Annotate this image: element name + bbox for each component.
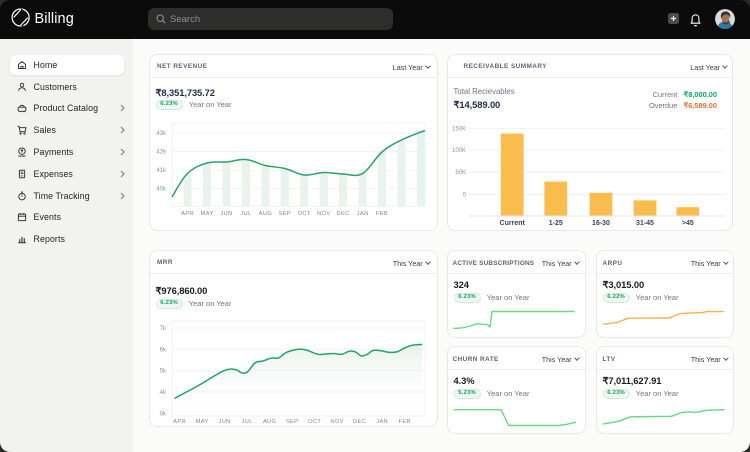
svg-text:0: 0 <box>463 192 467 198</box>
svg-text:SEP: SEP <box>286 419 299 425</box>
svg-text:42k: 42k <box>156 150 167 156</box>
svg-text:31-45: 31-45 <box>636 220 654 227</box>
svg-text:Current: Current <box>500 220 526 227</box>
svg-text:JUL: JUL <box>240 211 252 217</box>
svg-text:JUN: JUN <box>220 211 232 217</box>
svg-text:OCT: OCT <box>298 211 311 217</box>
svg-text:JUL: JUL <box>241 419 253 425</box>
svg-text:150K: 150K <box>452 126 466 132</box>
svg-text:APR: APR <box>181 211 194 217</box>
svg-text:6k: 6k <box>160 347 167 353</box>
svg-text:50K: 50K <box>455 170 466 176</box>
svg-text:5k: 5k <box>160 369 167 375</box>
svg-text:4k: 4k <box>160 390 167 396</box>
svg-text:FEB: FEB <box>376 211 388 217</box>
svg-text:DEC: DEC <box>353 419 366 425</box>
svg-text:7k: 7k <box>160 326 167 332</box>
svg-text:FEB: FEB <box>399 419 411 425</box>
svg-text:41k: 41k <box>156 168 167 174</box>
svg-text:40k: 40k <box>156 187 167 193</box>
svg-text:JUN: JUN <box>219 419 231 425</box>
svg-text:43k: 43k <box>156 131 167 137</box>
svg-text:JAN: JAN <box>376 419 388 425</box>
svg-text:MAY: MAY <box>200 211 213 217</box>
svg-text:NOV: NOV <box>330 419 343 425</box>
svg-text:AUG: AUG <box>263 419 277 425</box>
svg-text:OCT: OCT <box>308 419 321 425</box>
svg-text:16-30: 16-30 <box>592 220 610 227</box>
svg-text:>45: >45 <box>682 220 694 227</box>
svg-text:0k: 0k <box>160 411 167 417</box>
svg-text:NOV: NOV <box>317 211 330 217</box>
svg-text:1-25: 1-25 <box>549 220 563 227</box>
svg-text:DEC: DEC <box>337 211 350 217</box>
svg-text:AUG: AUG <box>259 211 273 217</box>
svg-text:APR: APR <box>173 419 186 425</box>
svg-text:JAN: JAN <box>357 211 369 217</box>
svg-text:MAY: MAY <box>196 419 209 425</box>
svg-text:SEP: SEP <box>279 211 292 217</box>
svg-text:100K: 100K <box>452 148 466 154</box>
